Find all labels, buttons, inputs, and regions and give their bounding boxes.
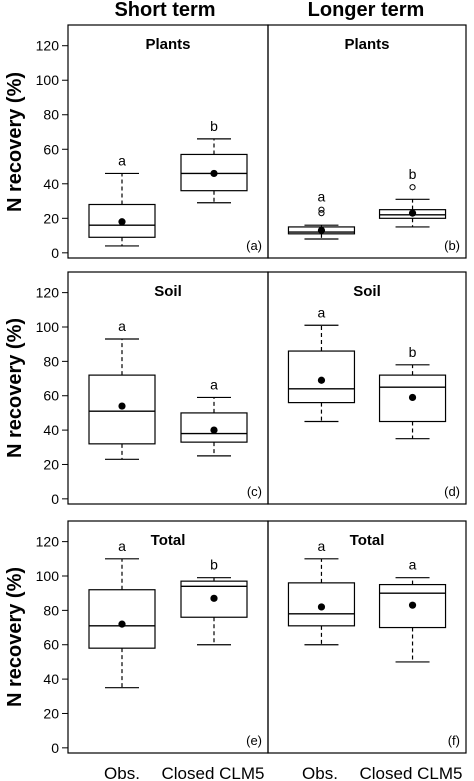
panel-title-d: Soil xyxy=(353,283,381,300)
outlier-b-obs-1 xyxy=(318,206,325,213)
significance-letter-a-obs: a xyxy=(118,152,126,168)
panel-frame-d xyxy=(267,271,467,505)
significance-letter-c-clm5: a xyxy=(210,376,218,392)
y-tick-label-e-20: 20 xyxy=(43,705,59,721)
panel-label-a: (a) xyxy=(246,238,262,253)
panel-label-e: (e) xyxy=(246,733,262,748)
y-tick-label-c-100: 100 xyxy=(36,319,60,335)
panel-label-f: (f) xyxy=(448,733,460,748)
y-tick-label-c-0: 0 xyxy=(51,491,59,507)
column-title-short-term: Short term xyxy=(114,0,215,21)
panel-title-e: Total xyxy=(151,532,186,549)
significance-letter-d-clm5: b xyxy=(409,344,417,360)
y-axis-label-row-1: N recovery (%) xyxy=(4,72,26,212)
y-axis-label-row-2: N recovery (%) xyxy=(4,318,26,458)
y-axis-label-row-3: N recovery (%) xyxy=(4,567,26,707)
mean-dot-c-obs xyxy=(118,402,126,410)
panel-label-d: (d) xyxy=(444,484,460,499)
significance-letter-e-clm5: b xyxy=(210,557,218,573)
mean-dot-d-clm5 xyxy=(408,393,417,402)
y-tick-label-a-80: 80 xyxy=(43,107,59,123)
y-tick-label-e-40: 40 xyxy=(43,671,59,687)
panel-frame-f xyxy=(267,520,467,754)
y-tick-label-c-20: 20 xyxy=(43,456,59,472)
panel-title-b: Plants xyxy=(344,36,389,53)
panel-label-c: (c) xyxy=(247,484,262,499)
mean-dot-f-obs xyxy=(317,603,326,611)
mean-dot-c-clm5 xyxy=(210,426,218,434)
significance-letter-b-clm5: b xyxy=(409,166,417,182)
mean-dot-f-clm5 xyxy=(408,601,417,609)
significance-letter-f-clm5: a xyxy=(409,557,417,573)
mean-dot-b-obs xyxy=(317,226,326,234)
y-tick-label-a-20: 20 xyxy=(43,210,59,226)
mean-dot-a-clm5 xyxy=(210,169,218,178)
box-c-clm5 xyxy=(180,412,248,443)
panel-frame-b xyxy=(267,24,467,259)
x-tick-label-obs-left: Obs. xyxy=(104,764,140,781)
y-tick-label-e-80: 80 xyxy=(43,602,59,618)
y-tick-label-c-80: 80 xyxy=(43,353,59,369)
mean-dot-b-clm5 xyxy=(408,209,417,217)
mean-dot-e-clm5 xyxy=(210,594,218,602)
significance-letter-b-obs: a xyxy=(318,189,326,205)
box-a-clm5 xyxy=(180,153,248,192)
panel-label-b: (b) xyxy=(444,238,460,253)
outlier-b-clm5-0 xyxy=(409,184,416,191)
y-tick-label-c-120: 120 xyxy=(36,285,60,301)
x-tick-label-obs-right: Obs. xyxy=(302,764,338,781)
column-title-longer-term: Longer term xyxy=(308,0,425,21)
mean-dot-a-obs xyxy=(118,218,126,226)
y-tick-label-c-40: 40 xyxy=(43,422,59,438)
box-e-obs xyxy=(88,589,156,649)
y-tick-label-e-0: 0 xyxy=(51,740,59,756)
significance-letter-d-obs: a xyxy=(318,304,326,320)
x-tick-label-clm5-right: Closed CLM5 xyxy=(360,764,463,781)
y-tick-label-a-60: 60 xyxy=(43,141,59,157)
y-tick-label-a-0: 0 xyxy=(51,245,59,261)
y-tick-label-c-60: 60 xyxy=(43,388,59,404)
significance-letter-f-obs: a xyxy=(318,538,326,554)
significance-letter-e-obs: a xyxy=(118,538,126,554)
y-tick-label-a-120: 120 xyxy=(36,38,60,54)
significance-letter-a-clm5: b xyxy=(210,118,218,134)
y-tick-label-e-60: 60 xyxy=(43,637,59,653)
y-tick-label-a-40: 40 xyxy=(43,176,59,192)
mean-dot-e-obs xyxy=(118,620,126,628)
y-tick-label-a-100: 100 xyxy=(36,72,60,88)
mean-dot-d-obs xyxy=(317,376,326,384)
y-tick-label-e-100: 100 xyxy=(36,568,60,584)
panel-title-a: Plants xyxy=(145,36,190,53)
panel-title-c: Soil xyxy=(154,283,182,300)
x-tick-label-clm5-left: Closed CLM5 xyxy=(162,764,265,781)
outlier-b-obs-0 xyxy=(318,210,325,217)
significance-letter-c-obs: a xyxy=(118,318,126,334)
y-tick-label-e-120: 120 xyxy=(36,534,60,550)
panel-title-f: Total xyxy=(350,532,385,549)
